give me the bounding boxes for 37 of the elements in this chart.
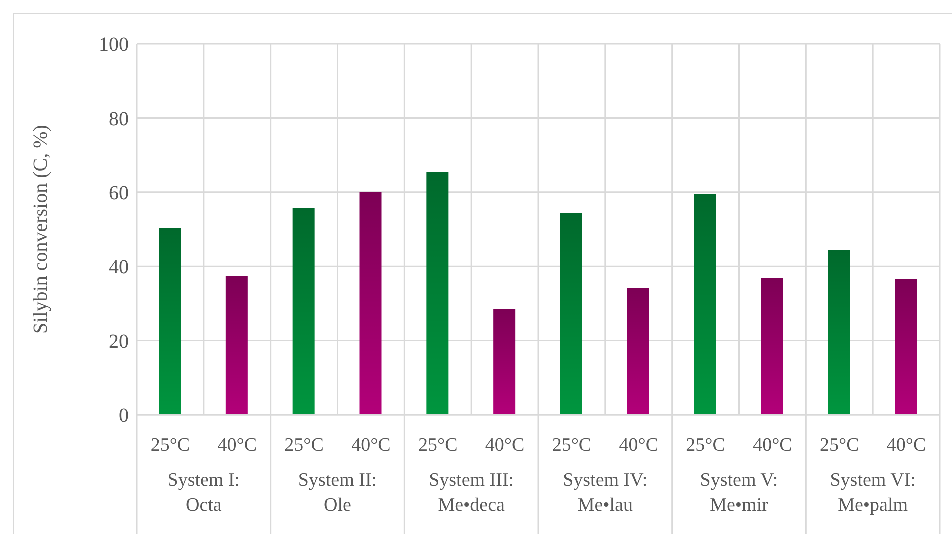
x-tick-label: System II: Ole (298, 470, 378, 516)
bar (292, 208, 315, 415)
x-tick-label: System V: Me•mir (700, 470, 778, 516)
text: 40°C (352, 435, 391, 456)
y-axis-title: Silybin conversion (C, %) (30, 125, 52, 334)
bar (159, 228, 181, 415)
x-tick-label: System IV: Me•lau (563, 470, 648, 516)
x-tick-label: System III: Me•deca (429, 470, 514, 516)
text: 25°C (686, 435, 726, 456)
series-label: 40°C (619, 435, 659, 456)
bar (895, 279, 918, 415)
bar (761, 278, 784, 415)
y-tick-label: 80 (109, 108, 129, 130)
bar (494, 309, 516, 415)
text: 40°C (218, 435, 258, 456)
bar (226, 276, 248, 415)
text: 25°C (284, 435, 324, 456)
y-tick-label: 60 (109, 182, 129, 204)
x-tick-label: System I: Octa (168, 470, 240, 516)
text: 40°C (886, 435, 926, 456)
bar (360, 192, 382, 415)
text: 40°C (485, 435, 525, 456)
text: 25°C (418, 435, 458, 456)
text: 25°C (150, 435, 190, 456)
text: 40°C (753, 435, 792, 456)
y-tick-label: 0 (119, 405, 129, 428)
bar (560, 214, 582, 415)
y-tick-label: 40 (109, 256, 129, 279)
y-tick-label: 100 (99, 34, 129, 56)
text: 25°C (820, 435, 860, 456)
bar (828, 250, 850, 415)
x-tick-label: System VI: Me•palm (830, 470, 916, 516)
series-label: 25°C (552, 435, 592, 456)
bar (627, 288, 650, 415)
bar (426, 172, 449, 415)
bar (694, 194, 716, 415)
y-tick-label: 20 (109, 330, 129, 353)
